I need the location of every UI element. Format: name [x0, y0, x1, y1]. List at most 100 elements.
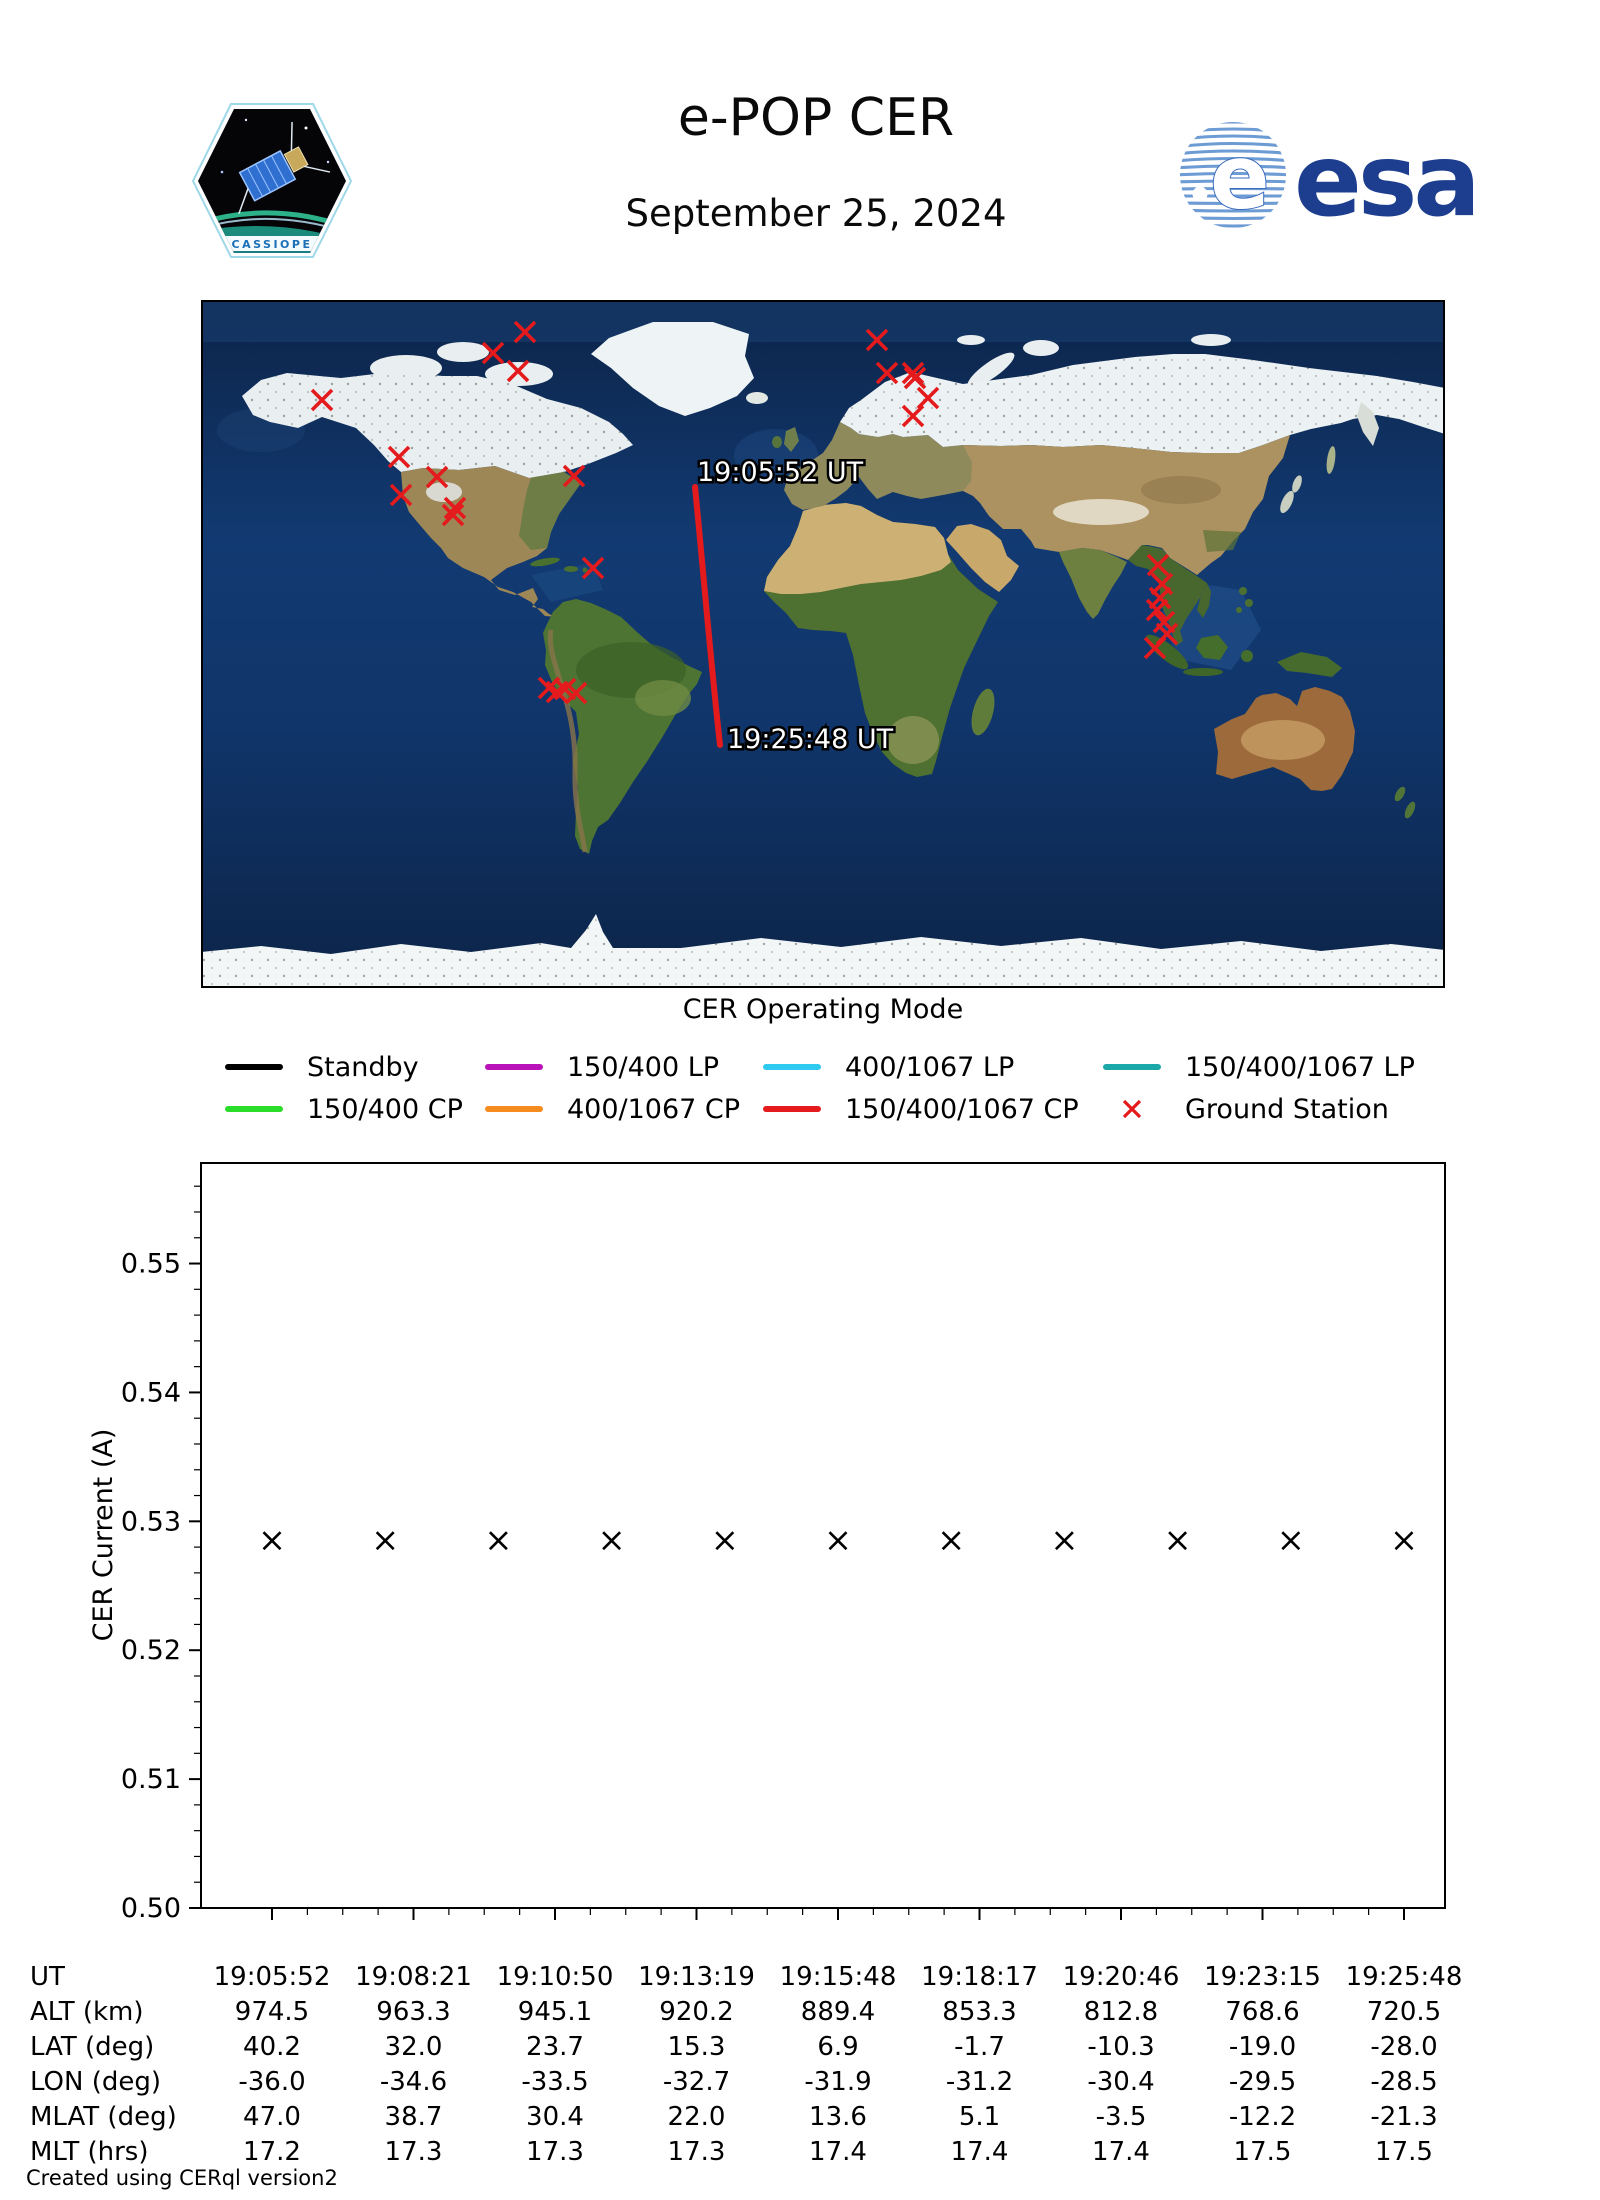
table-cell: 19:18:17 — [921, 1962, 1038, 1992]
table-cell: 5.1 — [958, 2102, 1001, 2132]
table-row-label: MLAT (deg) — [30, 2102, 177, 2132]
table-cell: -32.7 — [662, 2067, 731, 2097]
table-cell: -10.3 — [1087, 2032, 1155, 2062]
patch-satellite — [238, 122, 331, 214]
table-cell: 17.3 — [384, 2137, 443, 2167]
table-cell: 920.2 — [659, 1997, 734, 2027]
ground-station-marker — [425, 465, 449, 489]
table-cell: 17.4 — [809, 2137, 867, 2167]
table-cell: 19:13:19 — [638, 1962, 755, 1992]
ground-station-marker — [443, 496, 467, 520]
legend-line-swatch — [225, 1064, 283, 1070]
table-cell: 22.0 — [667, 2102, 726, 2132]
table-cell: 17.2 — [243, 2137, 301, 2167]
page-subtitle: September 25, 2024 — [625, 192, 1007, 235]
table-cell: -31.9 — [804, 2067, 872, 2097]
map-arabia — [946, 524, 1019, 592]
y-tick-label: 0.50 — [121, 1893, 181, 1924]
legend-label: Standby — [307, 1051, 419, 1083]
table-cell: 812.8 — [1083, 1997, 1159, 2027]
table-row-label: ALT (km) — [30, 1997, 144, 2027]
y-tick-label: 0.52 — [121, 1635, 181, 1666]
svg-text:e: e — [1210, 126, 1270, 229]
legend-item: Ground Station — [1103, 1093, 1389, 1125]
table-cell: -28.0 — [1370, 2032, 1438, 2062]
table-cell: -12.2 — [1228, 2102, 1297, 2132]
y-tick-label: 0.51 — [121, 1764, 181, 1795]
data-point-x-marker — [1054, 1531, 1074, 1551]
table-cell: 38.7 — [384, 2102, 443, 2132]
data-point-x-marker — [715, 1531, 735, 1551]
map-iceland — [746, 392, 768, 404]
table-cell: -36.0 — [238, 2067, 306, 2097]
table-cell: 19:08:21 — [355, 1962, 472, 1992]
ground-station-layer — [310, 320, 1179, 705]
ground-station-marker — [481, 341, 505, 365]
ground-station-marker — [389, 483, 413, 507]
map-japan — [1280, 490, 1294, 514]
table-cell: -29.5 — [1228, 2067, 1297, 2097]
data-point-x-marker — [1168, 1531, 1188, 1551]
legend-label: 400/1067 CP — [567, 1093, 741, 1125]
chart-plot-frame — [200, 1162, 1446, 1909]
y-tick-label: 0.55 — [121, 1249, 181, 1280]
map-border — [201, 300, 1445, 988]
legend-line-swatch — [485, 1106, 543, 1112]
data-point-x-marker — [602, 1531, 622, 1551]
page-title: e-POP CER — [677, 88, 955, 148]
legend-item: Standby — [225, 1051, 419, 1083]
ground-station-marker — [916, 386, 940, 410]
table-cell: 720.5 — [1366, 1997, 1442, 2027]
table-cell: 23.7 — [526, 2032, 584, 2062]
ground-station-marker — [865, 328, 889, 352]
patch-name-text: CASSIOPE — [232, 238, 313, 251]
table-cell: 19:05:52 — [213, 1962, 331, 1992]
ground-station-marker — [901, 404, 925, 428]
cer-current-chart: 0.50 0.51 0.52 0.53 0.54 0.55 CER Current (A) — [88, 1162, 1446, 1924]
table-cell: 963.3 — [376, 1997, 451, 2027]
ground-station-marker — [441, 503, 465, 527]
table-cell: 30.4 — [526, 2102, 584, 2132]
data-point-x-marker — [375, 1531, 395, 1551]
map-new-guinea — [1277, 652, 1342, 677]
table-cell: 17.4 — [950, 2137, 1009, 2167]
ground-station-marker — [564, 681, 588, 705]
table-row-label: LAT (deg) — [30, 2032, 155, 2062]
table-cell: 19:10:50 — [496, 1962, 614, 1992]
table-cell: -21.3 — [1370, 2102, 1438, 2132]
data-point-x-marker — [262, 1531, 282, 1551]
satellite-track — [692, 484, 723, 748]
esa-logo: e esa — [1180, 122, 1476, 234]
map-greenland — [591, 322, 754, 416]
table-cell: -1.7 — [954, 2032, 1005, 2062]
table-cell: -3.5 — [1095, 2102, 1147, 2132]
map-india — [1059, 548, 1127, 619]
table-row-label: UT — [30, 1962, 65, 1992]
legend-label: Ground Station — [1185, 1093, 1389, 1125]
ground-station-marker — [1146, 553, 1170, 577]
y-tick-label: 0.54 — [121, 1377, 181, 1408]
table-cell: 17.4 — [1092, 2137, 1150, 2167]
ground-station-marker — [506, 359, 530, 383]
table-cell: 17.3 — [526, 2137, 584, 2167]
map-madagascar — [971, 688, 995, 736]
table-cell: -19.0 — [1228, 2032, 1297, 2062]
table-cell: 768.6 — [1225, 1997, 1300, 2027]
legend-ground-station-icon — [1122, 1099, 1142, 1119]
esa-globe-icon: e — [1180, 122, 1286, 229]
legend-item: 150/400/1067 LP — [1103, 1051, 1415, 1083]
table-cell: -31.2 — [945, 2067, 1014, 2097]
ground-station-marker — [387, 445, 411, 469]
esa-wordmark: esa — [1294, 122, 1476, 234]
track-end-time-label: 19:25:48 UT — [727, 724, 894, 755]
map-southeast-asia — [1128, 545, 1207, 646]
ground-station-marker — [1143, 636, 1167, 660]
table-cell: 47.0 — [243, 2102, 301, 2132]
legend-item: 150/400 LP — [485, 1051, 719, 1083]
legend-title: CER Operating Mode — [682, 994, 964, 1025]
legend-line-swatch — [763, 1106, 821, 1112]
world-map: 19:05:52 UT 19:25:48 UT — [201, 300, 1445, 988]
ground-station-marker — [513, 320, 537, 344]
ground-station-marker — [903, 366, 927, 390]
